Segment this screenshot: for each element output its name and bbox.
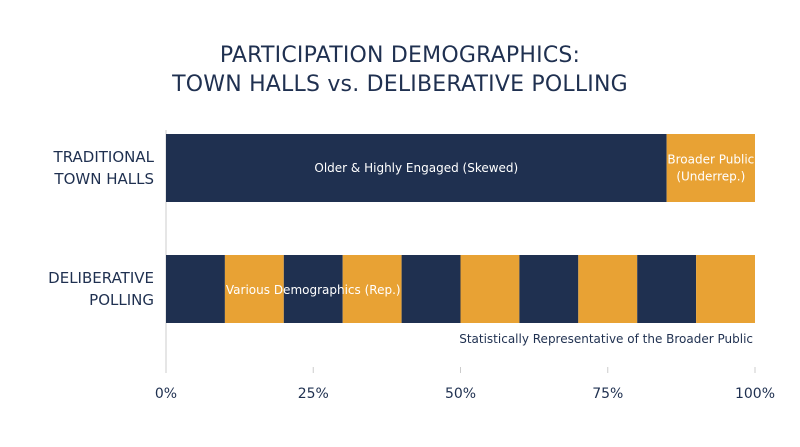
bar-segment	[401, 255, 461, 323]
bar-segment	[666, 134, 755, 202]
chart-title-line: PARTICIPATION DEMOGRAPHICS:	[220, 43, 580, 68]
bars: Older & Highly Engaged (Skewed) Broader P…	[166, 134, 755, 323]
category-label: DELIBERATIVE	[48, 269, 154, 287]
category-labels: TRADITIONAL TOWN HALLS DELIBERATIVE POLLING	[48, 148, 154, 309]
category-label: POLLING	[89, 291, 154, 309]
annotation: Statistically Representative of the Broa…	[459, 332, 753, 346]
chart-title-line: TOWN HALLS vs. DELIBERATIVE POLLING	[171, 72, 628, 97]
chart-title: PARTICIPATION DEMOGRAPHICS: TOWN HALLS vs…	[171, 43, 628, 97]
bar-segment	[283, 255, 343, 323]
x-tick-label: 100%	[735, 386, 775, 402]
bar-segment	[696, 255, 755, 323]
x-tick-label: 75%	[592, 386, 623, 402]
bar-segment	[224, 255, 284, 323]
x-tick-label: 25%	[298, 386, 329, 402]
bar-segment	[460, 255, 520, 323]
bar-segment	[637, 255, 697, 323]
bar-segment	[519, 255, 579, 323]
bar-segment	[166, 255, 225, 323]
x-axis-ticks: 0% 25% 50% 75% 100%	[155, 367, 775, 402]
category-label: TRADITIONAL	[53, 148, 155, 166]
bar-segment	[342, 255, 402, 323]
x-tick-label: 50%	[445, 386, 476, 402]
segment-label: Broader Public	[667, 153, 754, 167]
segment-label: (Underrep.)	[676, 170, 745, 184]
x-tick-label: 0%	[155, 386, 177, 402]
bar-segment	[166, 134, 667, 202]
bar-segment	[578, 255, 638, 323]
category-label: TOWN HALLS	[53, 170, 154, 188]
overlay-label: Various Demographics (Rep.)	[226, 283, 401, 297]
segment-label: Older & Highly Engaged (Skewed)	[314, 161, 518, 175]
